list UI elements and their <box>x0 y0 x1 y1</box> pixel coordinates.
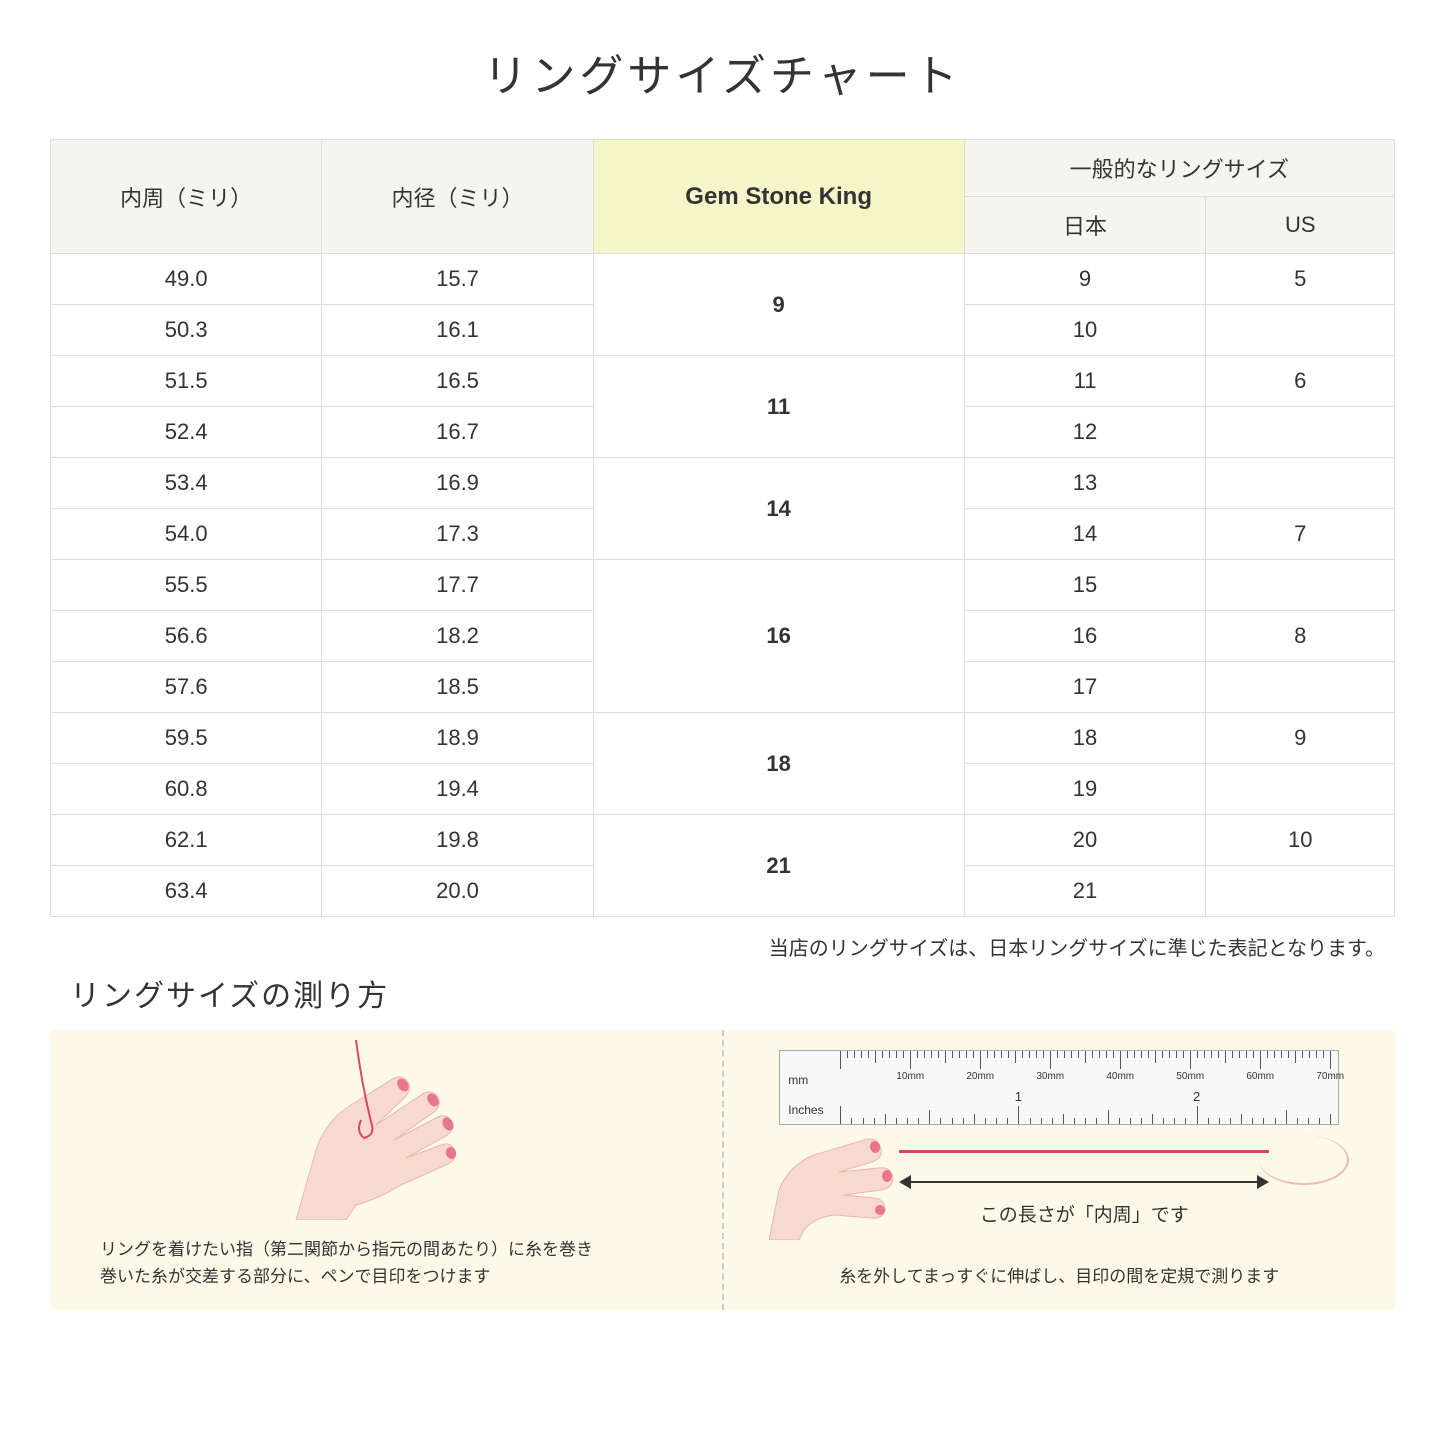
dia-cell: 20.0 <box>322 866 593 917</box>
circ-cell: 50.3 <box>51 305 322 356</box>
us-cell <box>1206 305 1395 356</box>
jp-cell: 16 <box>964 611 1206 662</box>
circ-cell: 56.6 <box>51 611 322 662</box>
table-row: 55.517.71615 <box>51 560 1395 611</box>
jp-cell: 11 <box>964 356 1206 407</box>
gsk-cell: 16 <box>593 560 964 713</box>
circ-cell: 63.4 <box>51 866 322 917</box>
hand-illustration-1 <box>256 1040 516 1220</box>
circ-cell: 51.5 <box>51 356 322 407</box>
circ-cell: 55.5 <box>51 560 322 611</box>
dia-cell: 17.3 <box>322 509 593 560</box>
dia-cell: 16.1 <box>322 305 593 356</box>
jp-cell: 18 <box>964 713 1206 764</box>
dia-cell: 15.7 <box>322 254 593 305</box>
circ-cell: 60.8 <box>51 764 322 815</box>
arrow-label: この長さが「内周」です <box>899 1200 1269 1227</box>
measurement-arrow <box>899 1175 1269 1195</box>
dia-cell: 18.2 <box>322 611 593 662</box>
gsk-cell: 14 <box>593 458 964 560</box>
table-row: 59.518.918189 <box>51 713 1395 764</box>
table-row: 49.015.7995 <box>51 254 1395 305</box>
jp-cell: 15 <box>964 560 1206 611</box>
thread-curl <box>1259 1135 1349 1185</box>
header-japan: 日本 <box>964 197 1206 254</box>
size-chart-table: 内周（ミリ） 内径（ミリ） Gem Stone King 一般的なリングサイズ … <box>50 139 1395 917</box>
header-circumference: 内周（ミリ） <box>51 140 322 254</box>
jp-cell: 19 <box>964 764 1206 815</box>
gsk-cell: 21 <box>593 815 964 917</box>
header-gsk: Gem Stone King <box>593 140 964 254</box>
ruler-mm-label: mm <box>788 1073 808 1087</box>
hand-illustration-2 <box>769 1110 919 1240</box>
jp-cell: 14 <box>964 509 1206 560</box>
jp-cell: 17 <box>964 662 1206 713</box>
us-cell: 10 <box>1206 815 1395 866</box>
dia-cell: 17.7 <box>322 560 593 611</box>
dia-cell: 18.9 <box>322 713 593 764</box>
us-cell: 9 <box>1206 713 1395 764</box>
circ-cell: 49.0 <box>51 254 322 305</box>
jp-cell: 9 <box>964 254 1206 305</box>
instruction-text-1: リングを着けたい指（第二関節から指元の間あたり）に糸を巻き巻いた糸が交差する部分… <box>100 1236 672 1290</box>
us-cell <box>1206 662 1395 713</box>
jp-cell: 20 <box>964 815 1206 866</box>
instruction-panel-2: mm Inches 10mm20mm30mm40mm50mm60mm70mm 1… <box>724 1030 1396 1310</box>
circ-cell: 53.4 <box>51 458 322 509</box>
circ-cell: 59.5 <box>51 713 322 764</box>
dia-cell: 19.4 <box>322 764 593 815</box>
us-cell <box>1206 866 1395 917</box>
dia-cell: 19.8 <box>322 815 593 866</box>
header-general: 一般的なリングサイズ <box>964 140 1394 197</box>
gsk-cell: 11 <box>593 356 964 458</box>
jp-cell: 21 <box>964 866 1206 917</box>
us-cell: 7 <box>1206 509 1395 560</box>
us-cell <box>1206 458 1395 509</box>
us-cell: 5 <box>1206 254 1395 305</box>
circ-cell: 57.6 <box>51 662 322 713</box>
circ-cell: 62.1 <box>51 815 322 866</box>
gsk-cell: 9 <box>593 254 964 356</box>
thread-line <box>899 1150 1269 1153</box>
us-cell: 8 <box>1206 611 1395 662</box>
subtitle: リングサイズの測り方 <box>70 971 1395 1015</box>
circ-cell: 54.0 <box>51 509 322 560</box>
dia-cell: 16.9 <box>322 458 593 509</box>
jp-cell: 13 <box>964 458 1206 509</box>
note-text: 当店のリングサイズは、日本リングサイズに準じた表記となります。 <box>50 932 1395 961</box>
us-cell: 6 <box>1206 356 1395 407</box>
gsk-cell: 18 <box>593 713 964 815</box>
instruction-text-2: 糸を外してまっすぐに伸ばし、目印の間を定規で測ります <box>774 1263 1346 1290</box>
dia-cell: 18.5 <box>322 662 593 713</box>
us-cell <box>1206 407 1395 458</box>
instruction-panel-1: リングを着けたい指（第二関節から指元の間あたり）に糸を巻き巻いた糸が交差する部分… <box>50 1030 724 1310</box>
page-title: リングサイズチャート <box>50 40 1395 104</box>
circ-cell: 52.4 <box>51 407 322 458</box>
dia-cell: 16.7 <box>322 407 593 458</box>
us-cell <box>1206 560 1395 611</box>
jp-cell: 12 <box>964 407 1206 458</box>
table-row: 51.516.511116 <box>51 356 1395 407</box>
header-diameter: 内径（ミリ） <box>322 140 593 254</box>
header-us: US <box>1206 197 1395 254</box>
table-row: 62.119.8212010 <box>51 815 1395 866</box>
instructions-area: リングを着けたい指（第二関節から指元の間あたり）に糸を巻き巻いた糸が交差する部分… <box>50 1030 1395 1310</box>
table-row: 53.416.91413 <box>51 458 1395 509</box>
jp-cell: 10 <box>964 305 1206 356</box>
dia-cell: 16.5 <box>322 356 593 407</box>
us-cell <box>1206 764 1395 815</box>
